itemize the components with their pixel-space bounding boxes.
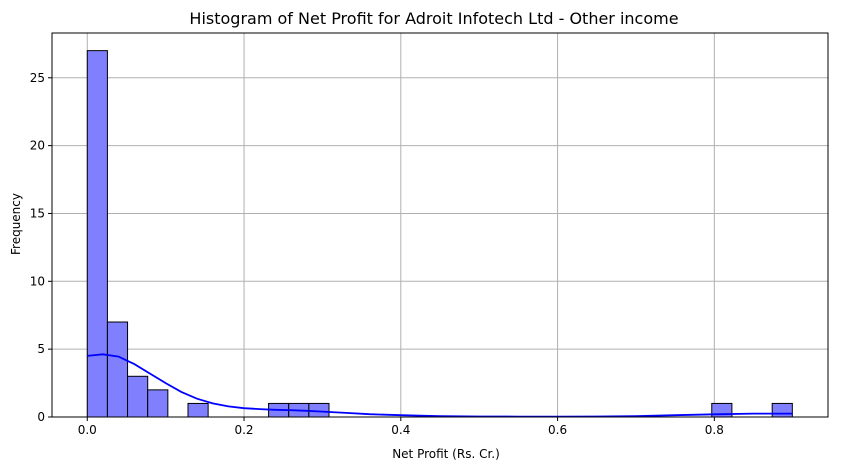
x-tick-label: 0.0	[78, 423, 97, 437]
y-tick-label: 20	[30, 139, 45, 153]
histogram-bar	[86, 50, 108, 418]
x-tick-label: 0.4	[391, 423, 410, 437]
kde-curve	[87, 353, 793, 418]
histogram-bar	[127, 375, 149, 418]
plot-frame	[51, 32, 829, 418]
histogram-bar	[187, 402, 209, 418]
histogram-bar	[106, 321, 129, 418]
y-tick-label: 25	[30, 71, 45, 85]
x-axis-label: Net Profit (Rs. Cr.)	[392, 447, 500, 461]
chart-title: Histogram of Net Profit for Adroit Infot…	[189, 9, 678, 28]
histogram-bar	[147, 389, 169, 418]
x-tick-label: 0.2	[234, 423, 253, 437]
y-tick-label: 0	[37, 410, 45, 424]
kde-layer	[87, 353, 793, 418]
histogram-bar	[771, 402, 793, 418]
x-tick-label: 0.6	[548, 423, 567, 437]
y-axis-label: Frequency	[9, 193, 23, 255]
y-tick-label: 5	[37, 342, 45, 356]
y-ticks: 0 5 10 15 20 25	[30, 71, 52, 424]
y-tick-label: 15	[30, 206, 45, 220]
x-tick-label: 0.8	[705, 423, 724, 437]
x-ticks: 0.0 0.2 0.4 0.6 0.8	[78, 417, 724, 437]
bars-layer	[86, 50, 793, 418]
grid-layer	[52, 33, 828, 418]
y-tick-label: 10	[30, 274, 45, 288]
